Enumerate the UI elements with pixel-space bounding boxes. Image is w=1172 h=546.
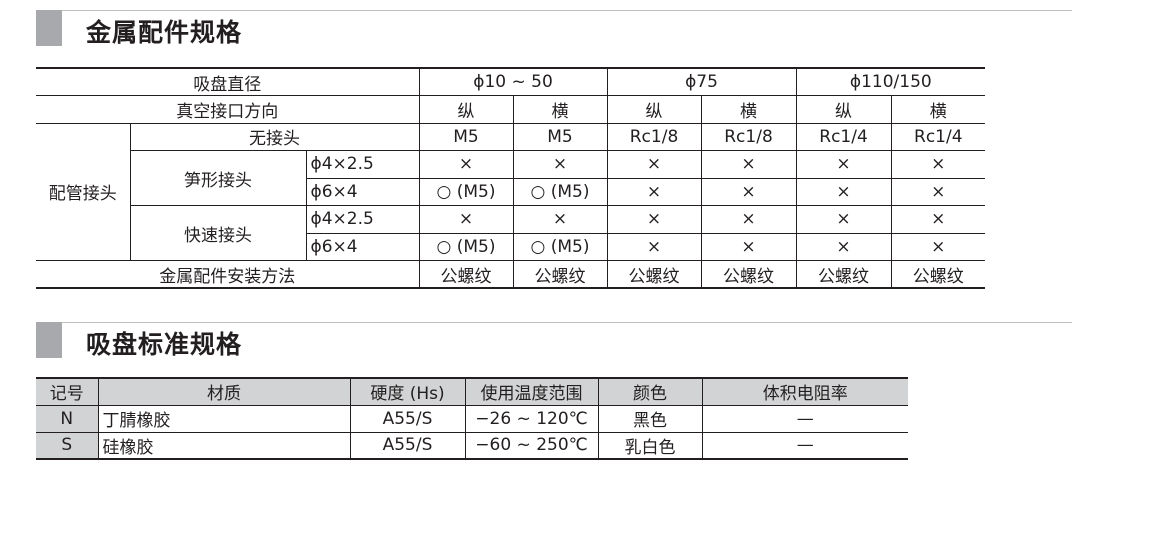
- section-marker: [36, 10, 62, 46]
- header-cell: 横: [512, 95, 608, 124]
- table-row: 快速接头 ϕ4×2.5 × × × × × ×: [36, 205, 986, 261]
- header-cell: 硬度 (Hs): [349, 378, 466, 406]
- cell: ○ (M5): [418, 177, 514, 206]
- cell: —: [701, 431, 908, 459]
- cell: 公螺纹: [606, 260, 702, 288]
- header-cell: 纵: [418, 95, 514, 124]
- header-cell: ϕ10 ~ 50: [418, 68, 608, 96]
- cell: ×: [606, 177, 702, 206]
- pad-specs-table: 记号 材质 硬度 (Hs) 使用温度范围 颜色 体积电阻率 N 丁腈橡胶 A55…: [36, 377, 908, 460]
- group-label: 配管接头: [36, 122, 131, 261]
- cell: ×: [700, 150, 797, 179]
- header-cell: ϕ110/150: [795, 68, 986, 96]
- size-label: ϕ6×4: [306, 232, 420, 261]
- table-row: 金属配件安装方法 公螺纹 公螺纹 公螺纹 公螺纹 公螺纹 公螺纹: [36, 260, 986, 288]
- cell: ×: [700, 205, 797, 234]
- size-label: ϕ4×2.5: [305, 150, 420, 179]
- cell: −60 ~ 250℃: [464, 431, 599, 459]
- cell: 黑色: [597, 404, 703, 433]
- section-divider: [62, 10, 1072, 11]
- header-cell: 体积电阻率: [701, 378, 908, 406]
- cell: ×: [418, 205, 514, 234]
- table-row: 配管接头 无接头 M5 M5 Rc1/8 Rc1/8 Rc1/4 Rc1/4: [36, 122, 986, 261]
- header-cell: 真空接口方向: [36, 95, 420, 124]
- cell: 公螺纹: [795, 260, 892, 288]
- cell: ×: [606, 232, 702, 261]
- cell: ×: [700, 232, 797, 261]
- cell: Rc1/4: [890, 122, 986, 151]
- code-cell: N: [36, 404, 99, 433]
- header-cell: 记号: [36, 378, 99, 406]
- row-label: 快速接头: [130, 205, 307, 261]
- cell: Rc1/8: [700, 122, 797, 151]
- row-label: 金属配件安装方法: [36, 260, 420, 288]
- section-divider: [62, 322, 1072, 323]
- cell: ×: [512, 150, 608, 179]
- cell: ×: [890, 150, 986, 179]
- cell: ×: [890, 205, 986, 234]
- cell: ×: [795, 205, 892, 234]
- table-row: ϕ6×4 ○ (M5) ○ (M5) × × × ×: [36, 177, 986, 206]
- cell: 公螺纹: [700, 260, 797, 288]
- size-label: ϕ6×4: [306, 177, 420, 206]
- cell: M5: [418, 122, 514, 151]
- row-label: 笋形接头: [130, 150, 307, 206]
- cell: 公螺纹: [418, 260, 514, 288]
- header-cell: 横: [700, 95, 797, 124]
- cell: A55/S: [349, 404, 466, 433]
- table-row: 笋形接头 ϕ4×2.5 × × × × × ×: [36, 150, 986, 206]
- header-cell: 横: [890, 95, 986, 124]
- cell: ×: [795, 232, 892, 261]
- header-cell: 纵: [795, 95, 892, 124]
- cell: M5: [512, 122, 608, 151]
- cell: ○ (M5): [512, 177, 608, 206]
- cell: A55/S: [349, 431, 466, 459]
- cell: 丁腈橡胶: [97, 404, 351, 433]
- header-cell: 纵: [606, 95, 702, 124]
- header-row: 吸盘直径 ϕ10 ~ 50 ϕ75 ϕ110/150: [36, 68, 986, 96]
- cell: ×: [418, 150, 514, 179]
- header-cell: 吸盘直径: [36, 68, 420, 96]
- cell: 硅橡胶: [97, 431, 351, 459]
- cell: ×: [512, 205, 608, 234]
- cell: ×: [700, 177, 797, 206]
- section-title-pad-specs: 吸盘标准规格: [86, 330, 243, 359]
- header-row: 真空接口方向 纵 横 纵 横 纵 横: [36, 95, 986, 124]
- table-row: S 硅橡胶 A55/S −60 ~ 250℃ 乳白色 —: [36, 431, 908, 459]
- cell: ×: [606, 150, 702, 179]
- table-row: ϕ6×4 ○ (M5) ○ (M5) × × × ×: [36, 232, 986, 261]
- cell: ×: [795, 177, 892, 206]
- cell: 乳白色: [597, 431, 703, 459]
- code-cell: S: [36, 431, 99, 459]
- header-cell: 使用温度范围: [464, 378, 599, 406]
- cell: ×: [890, 232, 986, 261]
- cell: ×: [606, 205, 702, 234]
- cell: ○ (M5): [512, 232, 608, 261]
- cell: ×: [795, 150, 892, 179]
- cell: Rc1/8: [606, 122, 702, 151]
- cell: Rc1/4: [795, 122, 892, 151]
- cell: −26 ~ 120℃: [464, 404, 599, 433]
- header-cell: 材质: [97, 378, 351, 406]
- cell: ×: [890, 177, 986, 206]
- size-label: ϕ4×2.5: [305, 205, 420, 234]
- section-title-metal-fittings: 金属配件规格: [86, 18, 243, 47]
- cell: 公螺纹: [890, 260, 986, 288]
- cell: ○ (M5): [418, 232, 514, 261]
- cell: —: [701, 404, 908, 433]
- cell: 公螺纹: [512, 260, 608, 288]
- section-marker: [36, 322, 62, 358]
- table-row: N 丁腈橡胶 A55/S −26 ~ 120℃ 黑色 —: [36, 404, 908, 433]
- row-label: 无接头: [129, 122, 420, 151]
- header-cell: 颜色: [597, 378, 703, 406]
- header-cell: ϕ75: [606, 68, 797, 96]
- metal-fittings-table: 吸盘直径 ϕ10 ~ 50 ϕ75 ϕ110/150 真空接口方向 纵 横 纵 …: [36, 67, 986, 289]
- header-row: 记号 材质 硬度 (Hs) 使用温度范围 颜色 体积电阻率: [36, 378, 908, 406]
